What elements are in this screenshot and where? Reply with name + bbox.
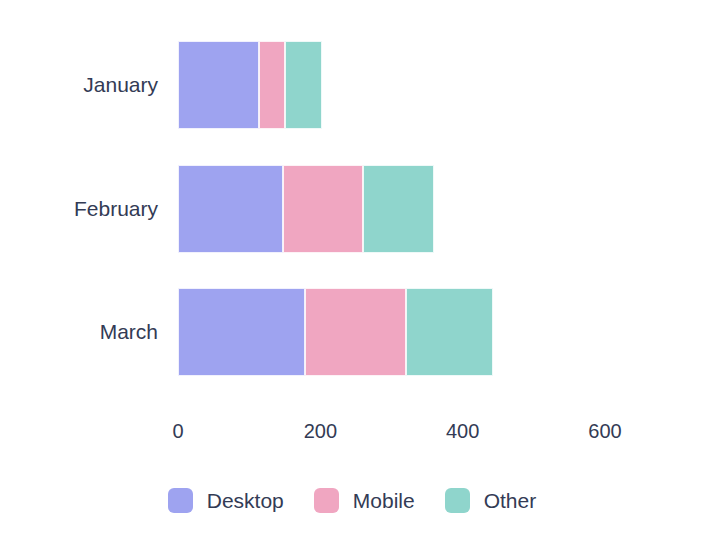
category-label-march: March: [0, 288, 158, 376]
bar-segment-march-other: [406, 288, 493, 376]
x-tick-600: 600: [565, 420, 645, 443]
legend-item-desktop[interactable]: Desktop: [168, 488, 284, 513]
category-label-february: February: [0, 165, 158, 253]
stacked-bar-chart: January February March 0 200 400 600 Desktop M…: [0, 0, 704, 540]
bar-segment-january-desktop: [178, 41, 259, 129]
bar-segment-march-desktop: [178, 288, 305, 376]
legend-label-other: Other: [484, 489, 537, 513]
bar-segment-february-mobile: [283, 165, 363, 253]
bar-segment-february-other: [363, 165, 434, 253]
x-tick-200: 200: [280, 420, 360, 443]
legend-item-mobile[interactable]: Mobile: [314, 488, 415, 513]
bar-segment-february-desktop: [178, 165, 283, 253]
legend-item-other[interactable]: Other: [445, 488, 537, 513]
category-label-january: January: [0, 41, 158, 129]
legend-swatch-desktop: [168, 488, 193, 513]
legend-label-desktop: Desktop: [207, 489, 284, 513]
x-tick-400: 400: [423, 420, 503, 443]
x-tick-0: 0: [138, 420, 218, 443]
legend-swatch-mobile: [314, 488, 339, 513]
bar-segment-january-other: [285, 41, 322, 129]
legend-label-mobile: Mobile: [353, 489, 415, 513]
legend-swatch-other: [445, 488, 470, 513]
bar-segment-march-mobile: [305, 288, 406, 376]
legend: Desktop Mobile Other: [0, 488, 704, 513]
bar-segment-january-mobile: [259, 41, 285, 129]
